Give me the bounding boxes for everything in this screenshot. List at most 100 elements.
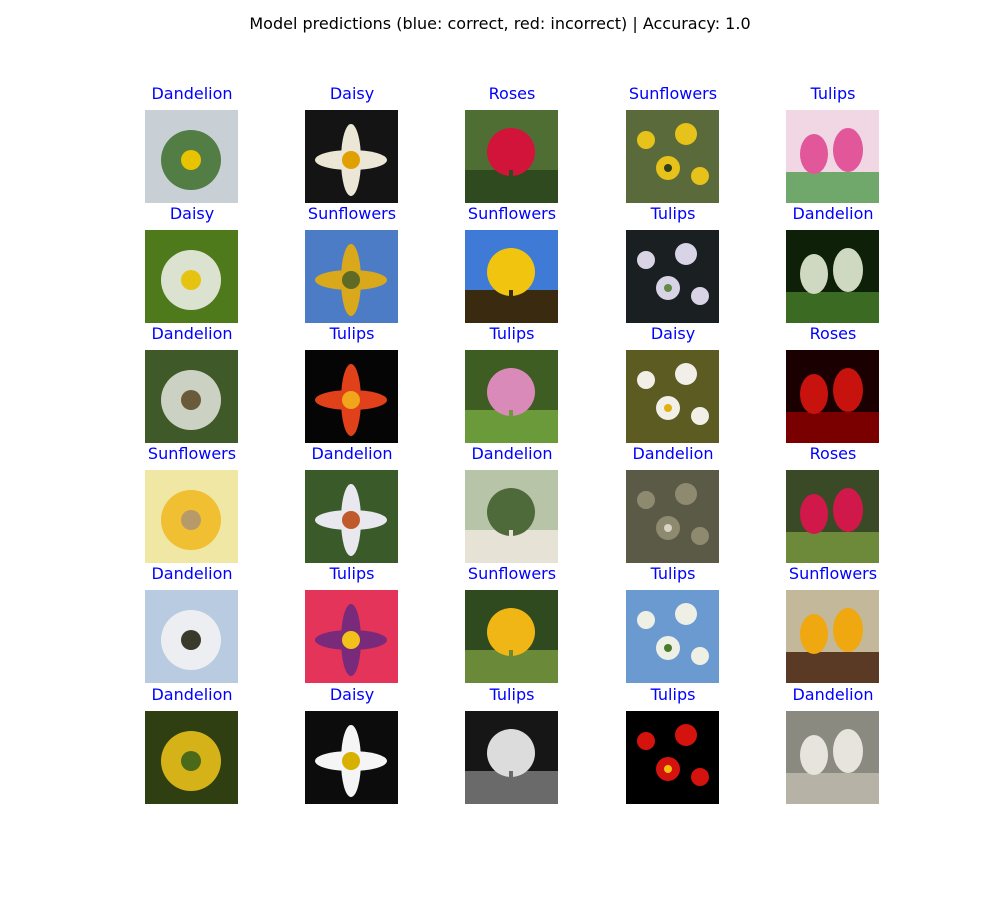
flower-thumbnail [626, 110, 719, 203]
flower-thumbnail-graphic [786, 590, 879, 683]
flower-thumbnail-graphic [145, 110, 238, 203]
prediction-label: Dandelion [151, 324, 233, 343]
flower-thumbnail-graphic [465, 590, 558, 683]
prediction-label: Tulips [489, 685, 535, 704]
flower-thumbnail-graphic [626, 230, 719, 323]
flower-thumbnail-graphic [786, 470, 879, 563]
flower-thumbnail [145, 470, 238, 563]
flower-thumbnail [786, 350, 879, 443]
flower-thumbnail-graphic [465, 230, 558, 323]
prediction-cell: Sunflowers [432, 562, 592, 683]
prediction-label: Sunflowers [467, 564, 557, 583]
prediction-label: Dandelion [632, 444, 714, 463]
prediction-cell: Dandelion [112, 562, 272, 683]
prediction-label: Daisy [169, 204, 215, 223]
flower-thumbnail-graphic [305, 470, 398, 563]
prediction-cell: Sunflowers [753, 562, 913, 683]
prediction-cell: Sunflowers [593, 82, 753, 203]
flower-thumbnail-graphic [305, 711, 398, 804]
figure-title: Model predictions (blue: correct, red: i… [249, 14, 751, 33]
prediction-cell: Daisy [272, 683, 432, 804]
flower-thumbnail-graphic [786, 110, 879, 203]
prediction-cell: Sunflowers [432, 202, 592, 323]
prediction-label: Dandelion [151, 84, 233, 103]
flower-thumbnail-graphic [626, 711, 719, 804]
flower-thumbnail-graphic [305, 350, 398, 443]
prediction-cell: Dandelion [753, 202, 913, 323]
prediction-cell: Dandelion [112, 82, 272, 203]
flower-thumbnail [465, 590, 558, 683]
prediction-cell: Tulips [753, 82, 913, 203]
prediction-cell: Roses [753, 442, 913, 563]
flower-thumbnail-graphic [465, 350, 558, 443]
prediction-cell: Dandelion [593, 442, 753, 563]
prediction-cell: Sunflowers [272, 202, 432, 323]
prediction-label: Daisy [329, 84, 375, 103]
flower-thumbnail-graphic [626, 470, 719, 563]
flower-thumbnail [145, 110, 238, 203]
flower-thumbnail-graphic [145, 230, 238, 323]
prediction-label: Roses [488, 84, 536, 103]
flower-thumbnail [305, 711, 398, 804]
prediction-label: Tulips [650, 204, 696, 223]
flower-thumbnail-graphic [145, 470, 238, 563]
flower-thumbnail [626, 470, 719, 563]
prediction-label: Sunflowers [788, 564, 878, 583]
prediction-label: Dandelion [792, 685, 874, 704]
flower-thumbnail-graphic [786, 350, 879, 443]
flower-thumbnail [626, 590, 719, 683]
prediction-cell: Tulips [432, 322, 592, 443]
prediction-cell: Roses [432, 82, 592, 203]
flower-thumbnail-graphic [305, 110, 398, 203]
prediction-cell: Daisy [593, 322, 753, 443]
flower-thumbnail [786, 470, 879, 563]
flower-thumbnail-graphic [626, 350, 719, 443]
flower-thumbnail [145, 711, 238, 804]
prediction-label: Tulips [650, 685, 696, 704]
prediction-cell: Daisy [112, 202, 272, 323]
prediction-cell: Tulips [593, 562, 753, 683]
prediction-cell: Tulips [593, 202, 753, 323]
prediction-label: Dandelion [151, 685, 233, 704]
prediction-label: Dandelion [151, 564, 233, 583]
prediction-cell: Daisy [272, 82, 432, 203]
flower-thumbnail-graphic [145, 590, 238, 683]
flower-thumbnail [786, 711, 879, 804]
prediction-label: Sunflowers [467, 204, 557, 223]
flower-thumbnail-graphic [465, 110, 558, 203]
flower-thumbnail [305, 230, 398, 323]
prediction-label: Daisy [650, 324, 696, 343]
prediction-label: Sunflowers [307, 204, 397, 223]
prediction-cell: Dandelion [753, 683, 913, 804]
flower-thumbnail [305, 350, 398, 443]
flower-thumbnail [305, 110, 398, 203]
prediction-cell: Dandelion [112, 683, 272, 804]
flower-thumbnail [626, 711, 719, 804]
prediction-label: Tulips [650, 564, 696, 583]
flower-thumbnail [465, 350, 558, 443]
flower-thumbnail-graphic [786, 711, 879, 804]
flower-thumbnail [145, 590, 238, 683]
prediction-label: Tulips [329, 564, 375, 583]
flower-thumbnail [465, 230, 558, 323]
prediction-cell: Sunflowers [112, 442, 272, 563]
flower-thumbnail [465, 110, 558, 203]
flower-thumbnail [145, 230, 238, 323]
prediction-label: Dandelion [792, 204, 874, 223]
prediction-label: Roses [809, 324, 857, 343]
flower-thumbnail [786, 590, 879, 683]
prediction-label: Dandelion [471, 444, 553, 463]
flower-thumbnail [786, 230, 879, 323]
flower-thumbnail-graphic [626, 590, 719, 683]
prediction-label: Sunflowers [628, 84, 718, 103]
flower-thumbnail-graphic [305, 230, 398, 323]
prediction-cell: Dandelion [432, 442, 592, 563]
flower-thumbnail [305, 470, 398, 563]
prediction-label: Roses [809, 444, 857, 463]
prediction-label: Dandelion [311, 444, 393, 463]
prediction-cell: Dandelion [272, 442, 432, 563]
prediction-label: Tulips [489, 324, 535, 343]
flower-thumbnail-graphic [465, 711, 558, 804]
prediction-cell: Tulips [272, 562, 432, 683]
prediction-label: Tulips [329, 324, 375, 343]
